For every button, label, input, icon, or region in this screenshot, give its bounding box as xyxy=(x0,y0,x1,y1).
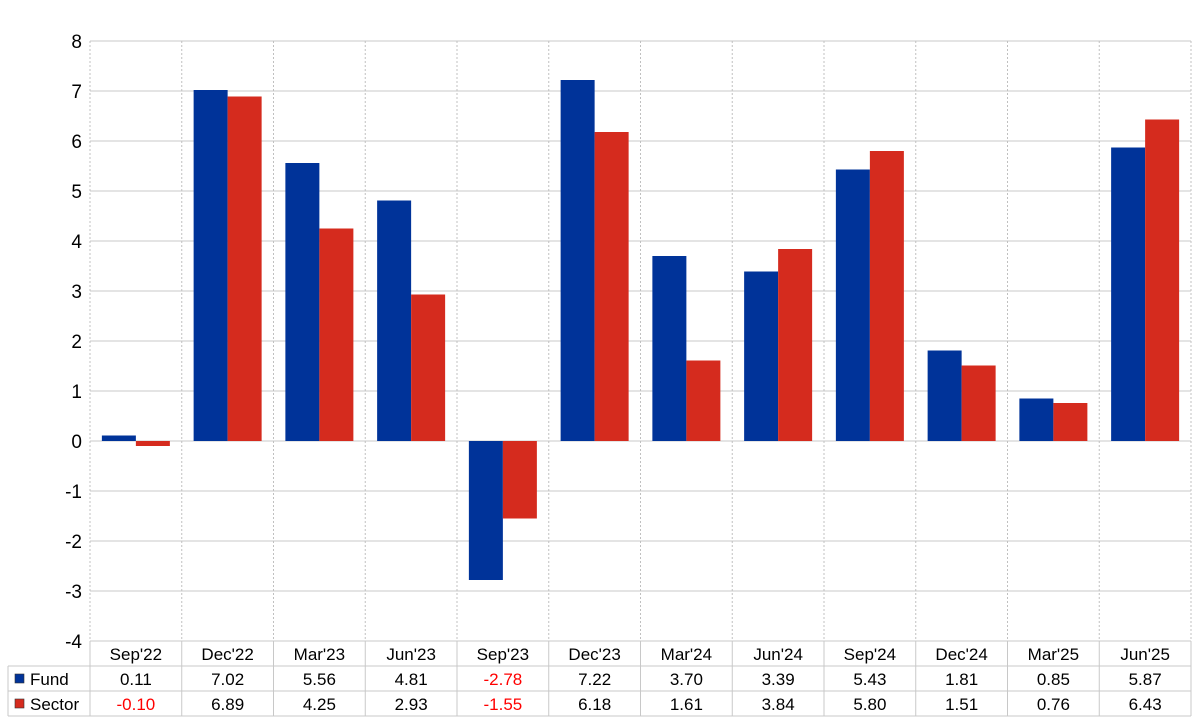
bar-sector xyxy=(502,441,537,519)
data-label-sector: -0.10 xyxy=(117,695,156,714)
data-label-fund: 0.11 xyxy=(120,670,152,689)
data-label-fund: 7.02 xyxy=(211,670,244,689)
data-label-sector: -1.55 xyxy=(484,695,523,714)
bar-fund xyxy=(835,169,870,441)
bar-sector xyxy=(135,441,170,446)
data-label-sector: 6.89 xyxy=(211,695,244,714)
data-label-fund: 4.81 xyxy=(395,670,428,689)
data-label-fund: 5.87 xyxy=(1129,670,1162,689)
bar-sector xyxy=(869,151,904,441)
bar-fund xyxy=(193,90,228,441)
x-tick-label: Jun'24 xyxy=(753,645,803,664)
bar-fund xyxy=(1111,147,1146,441)
bar-sector xyxy=(594,132,629,441)
bar-sector xyxy=(227,96,262,441)
data-label-sector: 6.43 xyxy=(1129,695,1162,714)
y-tick-label: -4 xyxy=(65,632,82,653)
x-tick-label: Dec'22 xyxy=(201,645,253,664)
data-label-fund: 5.43 xyxy=(853,670,886,689)
y-tick-label: 0 xyxy=(71,432,82,453)
y-tick-label: 7 xyxy=(71,82,82,103)
data-label-sector: 4.25 xyxy=(303,695,336,714)
legend-swatch-sector xyxy=(14,698,25,709)
data-label-fund: 3.70 xyxy=(670,670,703,689)
data-label-sector: 5.80 xyxy=(853,695,886,714)
y-tick-label: 6 xyxy=(71,132,82,153)
bar-sector xyxy=(411,294,446,441)
y-tick-label: 2 xyxy=(71,332,82,353)
y-tick-label: -3 xyxy=(65,582,82,603)
data-label-sector: 3.84 xyxy=(762,695,795,714)
bar-fund xyxy=(652,256,687,441)
data-label-fund: 7.22 xyxy=(578,670,611,689)
x-tick-label: Mar'24 xyxy=(661,645,712,664)
bar-sector xyxy=(319,228,354,441)
bar-sector xyxy=(778,249,813,441)
data-label-sector: 1.61 xyxy=(670,695,703,714)
bar-fund xyxy=(377,200,412,441)
bar-fund xyxy=(468,441,503,580)
y-tick-label: -2 xyxy=(65,532,82,553)
data-label-fund: 3.39 xyxy=(762,670,795,689)
data-label-fund: 0.85 xyxy=(1037,670,1070,689)
y-tick-label: 3 xyxy=(71,282,82,303)
data-label-fund: 5.56 xyxy=(303,670,336,689)
x-tick-label: Dec'23 xyxy=(568,645,620,664)
x-tick-label: Sep'22 xyxy=(110,645,162,664)
data-label-fund: -2.78 xyxy=(484,670,523,689)
y-tick-label: -1 xyxy=(65,482,82,503)
data-label-fund: 1.81 xyxy=(945,670,978,689)
data-label-sector: 0.76 xyxy=(1037,695,1070,714)
legend-label-fund: Fund xyxy=(30,670,69,689)
bar-fund xyxy=(927,350,962,441)
y-tick-label: 4 xyxy=(71,232,82,253)
x-tick-label: Dec'24 xyxy=(935,645,987,664)
data-label-sector: 6.18 xyxy=(578,695,611,714)
bar-fund xyxy=(285,163,320,441)
y-tick-label: 8 xyxy=(71,32,82,53)
bar-sector xyxy=(1053,403,1088,441)
bar-sector xyxy=(1145,119,1180,441)
bar-fund xyxy=(101,435,136,441)
bar-fund xyxy=(744,271,779,441)
bar-sector xyxy=(686,360,721,441)
x-tick-label: Jun'23 xyxy=(386,645,436,664)
y-tick-label: 1 xyxy=(71,382,82,403)
legend-swatch-fund xyxy=(14,673,25,684)
x-tick-label: Sep'24 xyxy=(844,645,896,664)
legend-label-sector: Sector xyxy=(30,695,79,714)
x-tick-label: Jun'25 xyxy=(1120,645,1170,664)
y-tick-label: 5 xyxy=(71,182,82,203)
x-tick-label: Sep'23 xyxy=(477,645,529,664)
x-tick-label: Mar'25 xyxy=(1028,645,1079,664)
data-label-sector: 1.51 xyxy=(945,695,978,714)
data-label-sector: 2.93 xyxy=(395,695,428,714)
bar-sector xyxy=(961,365,996,441)
bar-fund xyxy=(1019,398,1054,441)
bar-fund xyxy=(560,80,595,441)
x-tick-label: Mar'23 xyxy=(294,645,345,664)
